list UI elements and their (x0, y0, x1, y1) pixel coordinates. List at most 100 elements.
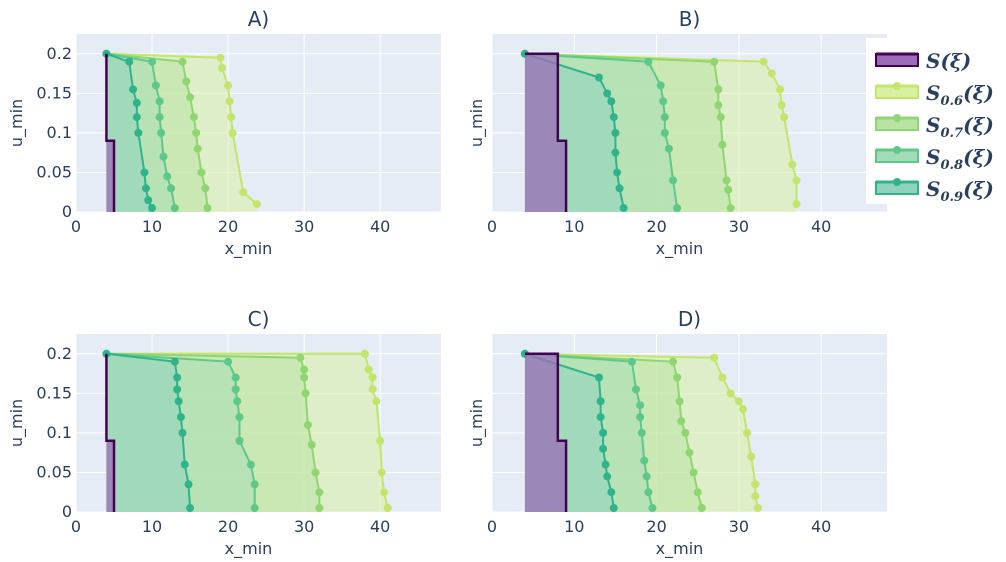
data-point (718, 140, 727, 149)
legend-swatch-marker (893, 146, 901, 154)
data-point (379, 488, 388, 497)
data-point (186, 504, 195, 513)
y-tick-label: 0.1 (47, 123, 72, 142)
x-tick-label: 40 (370, 517, 390, 536)
legend-label: S0.9(ξ) (926, 177, 994, 205)
x-tick-label: 20 (646, 217, 666, 236)
data-point (714, 85, 723, 94)
data-point (155, 97, 164, 106)
data-point (659, 97, 668, 106)
data-point (632, 385, 641, 394)
data-point (180, 460, 189, 469)
data-point (252, 200, 261, 209)
data-point (231, 385, 240, 394)
data-point (788, 160, 797, 169)
data-point (726, 204, 735, 213)
data-point (189, 113, 198, 122)
y-tick-label: 0.05 (36, 462, 72, 481)
data-point (607, 488, 616, 497)
data-point (186, 93, 195, 102)
x-tick-label: 0 (487, 217, 497, 236)
data-point (227, 113, 236, 122)
data-point (681, 428, 690, 437)
data-point (167, 184, 176, 193)
data-point (669, 357, 678, 366)
series-line (524, 52, 568, 212)
data-point (601, 460, 610, 469)
data-point (178, 428, 187, 437)
data-point (716, 113, 725, 122)
data-point (170, 204, 179, 213)
series-area (524, 353, 567, 512)
series-s09 (102, 349, 195, 513)
series-line (106, 352, 389, 509)
data-point (176, 413, 185, 422)
data-point (233, 397, 242, 406)
data-point (184, 480, 193, 489)
data-point (611, 148, 620, 157)
x-tick-label: 20 (646, 517, 666, 536)
data-point (609, 504, 618, 513)
data-point (159, 152, 168, 161)
data-point (376, 436, 385, 445)
data-point (224, 81, 233, 90)
subplot-a: 0 10 20 30 40 0 0.05 0.1 0.15 0.2 A) x_min u_min (7, 7, 441, 259)
subplot-c: 0 10 20 30 40 0 0.05 0.1 0.15 0.2 C) x_min u_min (7, 307, 441, 559)
data-point (603, 89, 612, 98)
data-point (792, 176, 801, 185)
data-point (792, 200, 801, 209)
y-tick-label: 0 (62, 502, 72, 521)
data-point (216, 53, 225, 62)
data-point (301, 389, 310, 398)
x-axis-title: x_min (656, 539, 704, 559)
series-line (106, 352, 192, 509)
legend-item-s07: S0.7(ξ) (875, 113, 994, 141)
data-point (303, 420, 312, 429)
data-point (163, 172, 172, 181)
data-point (228, 128, 237, 137)
data-point (615, 184, 624, 193)
series-area (106, 353, 191, 512)
series-s (105, 53, 116, 213)
data-point (132, 98, 141, 107)
data-point (619, 204, 628, 213)
x-tick-label: 0 (487, 517, 497, 536)
x-tick-label: 30 (294, 517, 314, 536)
subplot-title: B) (679, 7, 701, 31)
y-tick-label: 0.1 (47, 423, 72, 442)
legend-label: S(ξ) (926, 49, 971, 73)
x-axis-title: x_min (225, 239, 273, 259)
data-point (250, 504, 259, 513)
x-tick-label: 40 (811, 517, 831, 536)
data-point (155, 113, 164, 122)
data-point (596, 413, 605, 422)
data-point (607, 97, 616, 106)
data-point (685, 448, 694, 457)
series-line (105, 353, 116, 512)
y-axis-title: u_min (467, 99, 487, 147)
y-axis-title: u_min (7, 399, 27, 447)
x-tick-label: 20 (218, 217, 238, 236)
data-point (609, 113, 618, 122)
y-tick-label: 0.2 (47, 44, 72, 63)
data-point (311, 468, 320, 477)
data-point (157, 128, 166, 137)
subplot-title: C) (248, 307, 270, 331)
data-point (724, 185, 733, 194)
data-point (192, 128, 201, 137)
data-point (594, 373, 603, 382)
legend-swatch-marker (893, 114, 901, 122)
data-point (627, 357, 636, 366)
series-area (106, 53, 115, 213)
data-point (315, 488, 324, 497)
data-point (178, 57, 187, 66)
data-point (611, 128, 620, 137)
data-point (660, 128, 669, 137)
legend-swatch (875, 53, 919, 67)
subplot-b: 0 10 20 30 40 B) x_min u_min (467, 7, 887, 259)
data-point (613, 168, 622, 177)
data-point (368, 385, 377, 394)
data-point (173, 373, 182, 382)
y-tick-label: 0 (62, 202, 72, 221)
